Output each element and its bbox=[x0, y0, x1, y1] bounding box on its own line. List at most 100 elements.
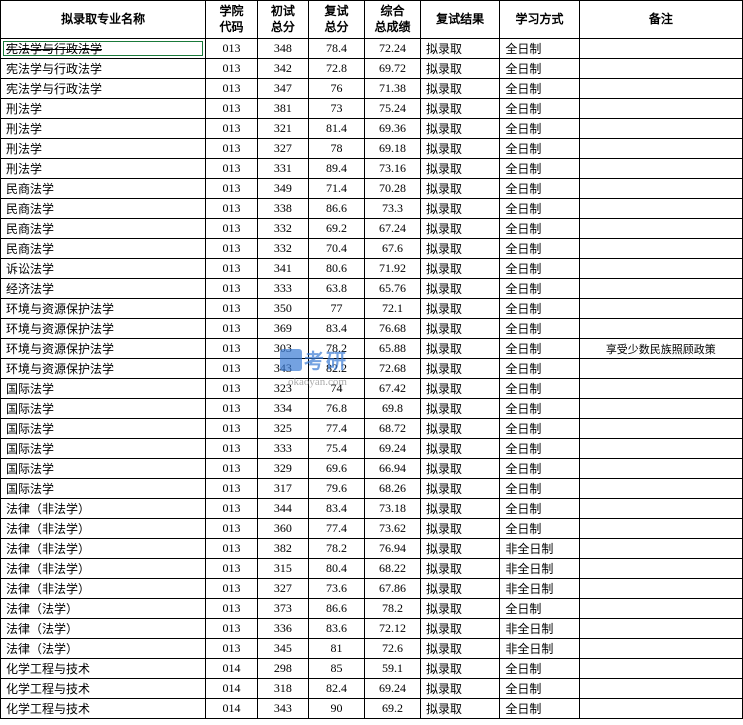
table-cell: 刑法学 bbox=[1, 99, 206, 119]
table-cell: 68.22 bbox=[364, 559, 420, 579]
table-cell: 拟录取 bbox=[420, 459, 499, 479]
table-row: 国际法学01333476.869.8拟录取全日制 bbox=[1, 399, 743, 419]
table-cell: 59.1 bbox=[364, 659, 420, 679]
header-score3: 综合总成绩 bbox=[364, 1, 420, 39]
table-cell: 013 bbox=[206, 579, 257, 599]
table-cell: 315 bbox=[257, 559, 308, 579]
table-row: 宪法学与行政法学0133477671.38拟录取全日制 bbox=[1, 79, 743, 99]
table-cell: 环境与资源保护法学 bbox=[1, 359, 206, 379]
table-cell: 环境与资源保护法学 bbox=[1, 319, 206, 339]
table-cell: 拟录取 bbox=[420, 519, 499, 539]
table-cell: 全日制 bbox=[500, 379, 579, 399]
table-cell: 国际法学 bbox=[1, 459, 206, 479]
table-cell: 013 bbox=[206, 219, 257, 239]
table-cell: 全日制 bbox=[500, 459, 579, 479]
table-cell: 013 bbox=[206, 459, 257, 479]
table-cell: 70.28 bbox=[364, 179, 420, 199]
table-cell: 014 bbox=[206, 679, 257, 699]
table-cell: 国际法学 bbox=[1, 419, 206, 439]
table-cell: 经济法学 bbox=[1, 279, 206, 299]
table-cell: 全日制 bbox=[500, 399, 579, 419]
table-cell: 拟录取 bbox=[420, 39, 499, 59]
table-cell: 349 bbox=[257, 179, 308, 199]
table-row: 法律（非法学）01332773.667.86拟录取非全日制 bbox=[1, 579, 743, 599]
table-cell: 全日制 bbox=[500, 99, 579, 119]
table-cell: 民商法学 bbox=[1, 199, 206, 219]
table-cell: 013 bbox=[206, 99, 257, 119]
table-cell: 336 bbox=[257, 619, 308, 639]
table-cell: 338 bbox=[257, 199, 308, 219]
table-row: 国际法学01331779.668.26拟录取全日制 bbox=[1, 479, 743, 499]
table-row: 化学工程与技术01431882.469.24拟录取全日制 bbox=[1, 679, 743, 699]
table-row: 法律（非法学）01334483.473.18拟录取全日制 bbox=[1, 499, 743, 519]
table-row: 环境与资源保护法学0133507772.1拟录取全日制 bbox=[1, 299, 743, 319]
table-row: 法律（非法学）01331580.468.22拟录取非全日制 bbox=[1, 559, 743, 579]
table-cell: 69.8 bbox=[364, 399, 420, 419]
table-cell: 331 bbox=[257, 159, 308, 179]
table-cell: 72.6 bbox=[364, 639, 420, 659]
table-row: 民商法学01334971.470.28拟录取全日制 bbox=[1, 179, 743, 199]
table-cell: 宪法学与行政法学 bbox=[1, 79, 206, 99]
table-cell: 90 bbox=[308, 699, 364, 719]
table-cell: 73.62 bbox=[364, 519, 420, 539]
table-cell: 75.24 bbox=[364, 99, 420, 119]
table-cell: 72.24 bbox=[364, 39, 420, 59]
table-cell: 013 bbox=[206, 619, 257, 639]
table-cell: 法律（非法学） bbox=[1, 499, 206, 519]
table-cell bbox=[579, 179, 742, 199]
table-cell: 72.1 bbox=[364, 299, 420, 319]
table-cell: 013 bbox=[206, 359, 257, 379]
table-cell: 拟录取 bbox=[420, 539, 499, 559]
table-cell: 拟录取 bbox=[420, 59, 499, 79]
header-mode: 学习方式 bbox=[500, 1, 579, 39]
table-cell: 78.2 bbox=[308, 539, 364, 559]
table-cell bbox=[579, 519, 742, 539]
table-cell: 77.4 bbox=[308, 519, 364, 539]
table-cell: 拟录取 bbox=[420, 619, 499, 639]
table-cell: 81 bbox=[308, 639, 364, 659]
table-cell: 318 bbox=[257, 679, 308, 699]
table-row: 国际法学0133237467.42拟录取全日制 bbox=[1, 379, 743, 399]
table-cell: 全日制 bbox=[500, 199, 579, 219]
table-cell: 全日制 bbox=[500, 239, 579, 259]
table-cell: 刑法学 bbox=[1, 119, 206, 139]
table-cell: 73.3 bbox=[364, 199, 420, 219]
table-cell bbox=[579, 579, 742, 599]
table-cell: 347 bbox=[257, 79, 308, 99]
table-cell: 国际法学 bbox=[1, 479, 206, 499]
table-cell: 化学工程与技术 bbox=[1, 659, 206, 679]
table-cell: 拟录取 bbox=[420, 679, 499, 699]
table-cell: 81.4 bbox=[308, 119, 364, 139]
table-cell: 全日制 bbox=[500, 299, 579, 319]
table-cell: 013 bbox=[206, 159, 257, 179]
table-row: 经济法学01333363.865.76拟录取全日制 bbox=[1, 279, 743, 299]
table-cell: 013 bbox=[206, 279, 257, 299]
table-body: 宪法学与行政法学01334878.472.24拟录取全日制宪法学与行政法学013… bbox=[1, 39, 743, 719]
table-cell: 65.88 bbox=[364, 339, 420, 359]
table-cell: 013 bbox=[206, 639, 257, 659]
table-cell: 63.8 bbox=[308, 279, 364, 299]
table-cell: 全日制 bbox=[500, 219, 579, 239]
table-cell: 013 bbox=[206, 439, 257, 459]
table-cell: 拟录取 bbox=[420, 279, 499, 299]
table-cell bbox=[579, 619, 742, 639]
table-cell bbox=[579, 319, 742, 339]
table-cell: 343 bbox=[257, 359, 308, 379]
table-cell: 宪法学与行政法学 bbox=[1, 59, 206, 79]
table-cell: 全日制 bbox=[500, 279, 579, 299]
table-cell: 宪法学与行政法学 bbox=[1, 39, 206, 59]
table-cell: 国际法学 bbox=[1, 399, 206, 419]
table-cell: 拟录取 bbox=[420, 479, 499, 499]
table-cell: 89.4 bbox=[308, 159, 364, 179]
table-cell: 013 bbox=[206, 199, 257, 219]
table-cell: 环境与资源保护法学 bbox=[1, 299, 206, 319]
table-cell: 72.12 bbox=[364, 619, 420, 639]
table-cell bbox=[579, 139, 742, 159]
table-cell: 78.2 bbox=[308, 339, 364, 359]
table-cell: 全日制 bbox=[500, 359, 579, 379]
table-cell: 013 bbox=[206, 119, 257, 139]
table-cell: 013 bbox=[206, 479, 257, 499]
table-cell bbox=[579, 419, 742, 439]
table-cell: 69.24 bbox=[364, 439, 420, 459]
table-cell bbox=[579, 39, 742, 59]
